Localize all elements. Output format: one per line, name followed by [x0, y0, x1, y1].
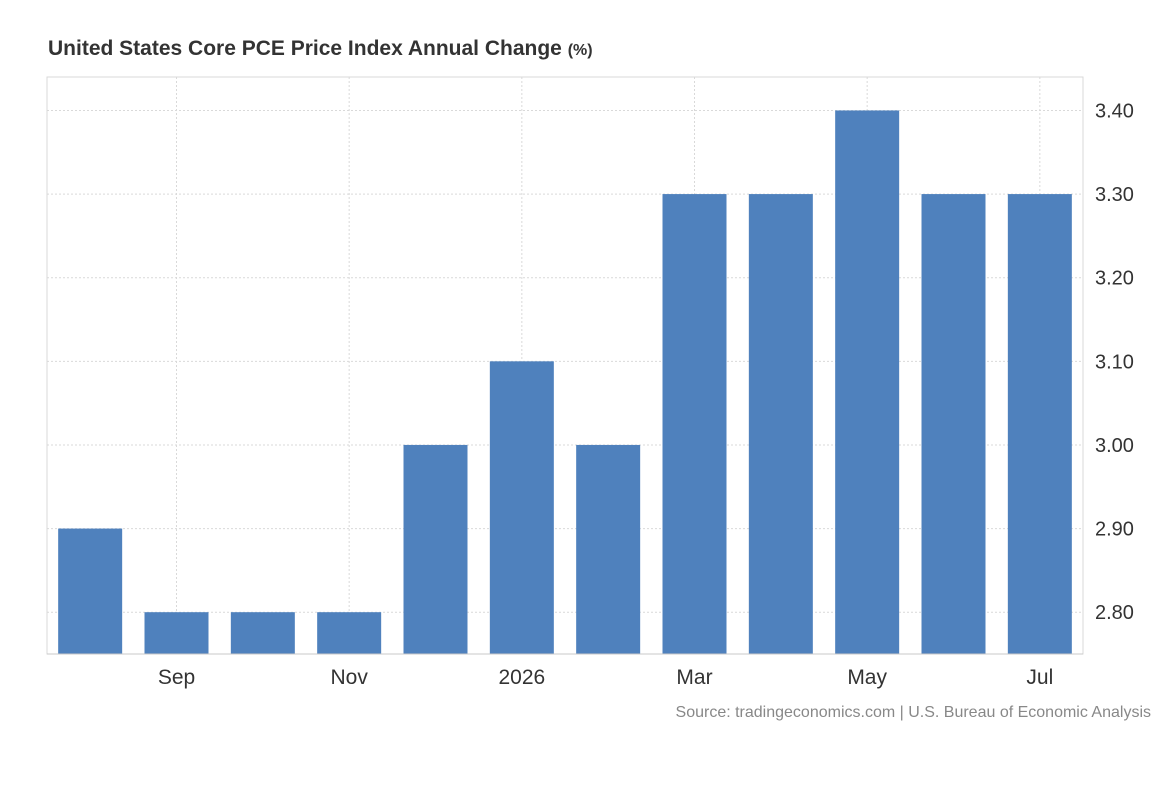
bar-nov — [317, 612, 382, 654]
y-tick-label: 3.20 — [1095, 268, 1134, 290]
bar-may — [835, 110, 900, 654]
chart-title-unit: (%) — [567, 42, 593, 59]
y-tick-label: 3.10 — [1095, 351, 1134, 373]
x-tick-label: 2026 — [498, 666, 545, 689]
y-tick-label: 2.90 — [1095, 519, 1134, 541]
x-tick-label: Jul — [1026, 666, 1053, 689]
bar-jul — [1007, 194, 1072, 655]
bar-2026 — [489, 361, 554, 654]
bar-apr — [748, 194, 813, 655]
y-tick-label: 3.00 — [1095, 435, 1134, 457]
y-tick-label: 3.30 — [1095, 184, 1134, 206]
bar-feb — [576, 444, 641, 654]
bars-layer — [58, 110, 1072, 655]
y-tick-label: 2.80 — [1095, 602, 1134, 624]
x-tick-label: Sep — [158, 666, 195, 689]
x-tick-label: Mar — [676, 666, 712, 689]
axis-layer: 2.80 2.90 3.00 3.10 3.20 3.30 3.40 Sep Nov 2026 Ma… — [47, 100, 1134, 689]
y-tick-label: 3.40 — [1095, 100, 1134, 122]
bar-sep — [144, 612, 209, 654]
bar-aug — [58, 528, 123, 654]
x-tick-label: May — [847, 666, 887, 689]
source-note: Source: tradingeconomics.com | U.S. Bure… — [675, 704, 1151, 721]
bar-dec — [403, 444, 468, 654]
bar-mar — [662, 194, 727, 655]
bar-oct — [230, 612, 295, 654]
bar-jun — [921, 194, 986, 655]
x-tick-label: Nov — [330, 666, 368, 689]
chart-title: United States Core PCE Price Index Annua… — [48, 37, 593, 61]
chart-title-text: United States Core PCE Price Index Annua… — [48, 37, 562, 60]
